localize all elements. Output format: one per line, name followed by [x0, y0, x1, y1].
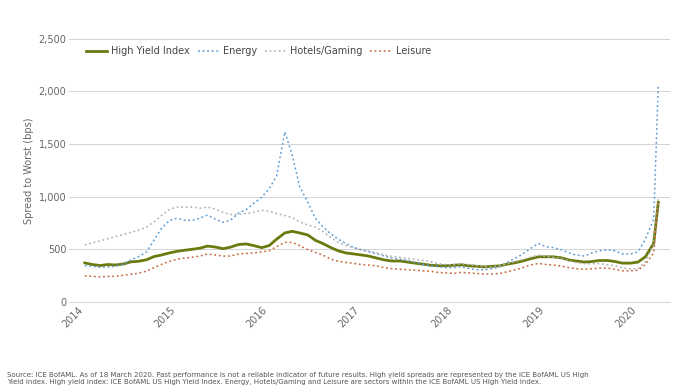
Text: Source: ICE BofAML. As of 18 March 2020. Past performance is not a reliable indi: Source: ICE BofAML. As of 18 March 2020.…: [7, 372, 589, 385]
Y-axis label: Spread to Worst (bps): Spread to Worst (bps): [24, 117, 35, 224]
Legend: High Yield Index, Energy, Hotels/Gaming, Leisure: High Yield Index, Energy, Hotels/Gaming,…: [86, 46, 431, 56]
